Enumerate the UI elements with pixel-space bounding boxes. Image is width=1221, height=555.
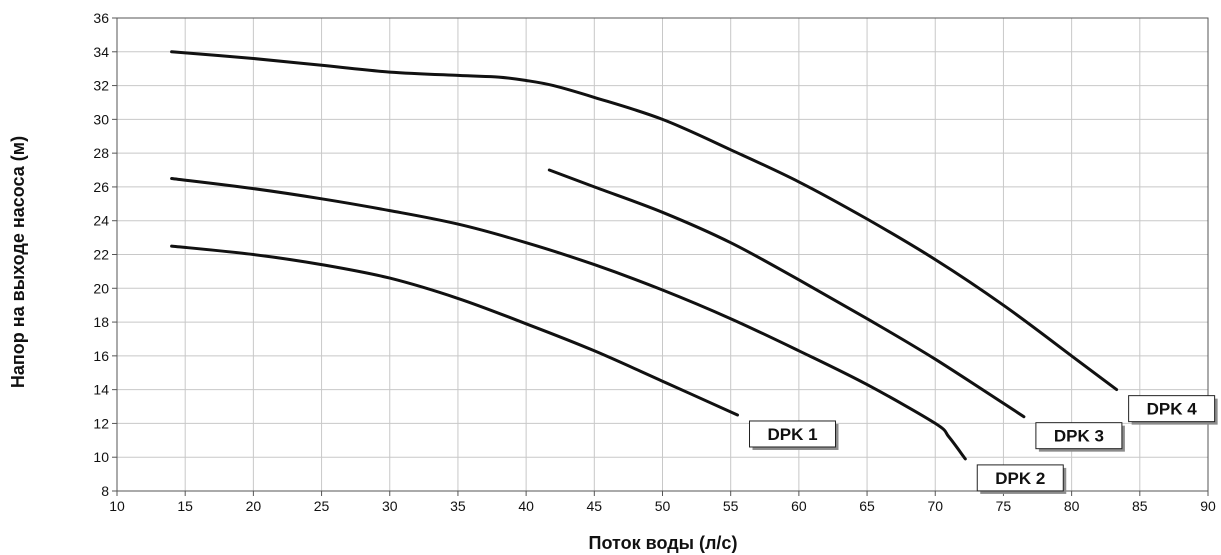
- y-tick-label: 16: [93, 348, 109, 364]
- y-tick-label: 32: [93, 78, 109, 94]
- label-box: [1035, 422, 1123, 450]
- label-box: [976, 464, 1064, 492]
- label-dpk-3: DPK 3: [1035, 422, 1125, 452]
- label-text: DPK 2: [995, 469, 1045, 488]
- curve-dpk-4: [170, 50, 1119, 392]
- grid: [116, 17, 1209, 492]
- x-tick-label: 45: [587, 498, 603, 514]
- x-axis-title: Поток воды (л/с): [589, 533, 738, 553]
- y-tick-label: 28: [93, 145, 109, 161]
- x-tick-label: 30: [382, 498, 398, 514]
- x-tick-label: 50: [655, 498, 671, 514]
- x-tick-label: 55: [723, 498, 739, 514]
- x-axis-ticks: 10 15 20 25 30 35 40 45 50 55 60 65 70 75 80 85 90: [109, 491, 1216, 514]
- y-tick-label: 22: [93, 247, 109, 263]
- x-tick-label: 70: [927, 498, 943, 514]
- x-tick-label: 25: [314, 498, 330, 514]
- x-tick-label: 65: [859, 498, 875, 514]
- y-tick-label: 34: [93, 44, 109, 60]
- x-tick-label: 90: [1200, 498, 1216, 514]
- curve-dpk-2: [170, 177, 967, 461]
- label-text: DPK 3: [1054, 427, 1104, 446]
- y-tick-label: 18: [93, 314, 109, 330]
- y-tick-label: 10: [93, 449, 109, 465]
- x-tick-label: 85: [1132, 498, 1148, 514]
- label-dpk-2: DPK 2: [976, 464, 1067, 494]
- y-tick-label: 8: [101, 483, 109, 499]
- y-axis-ticks: 8 10 12 14 16 18 20 22 24 26 28 30 32 34 36: [93, 10, 117, 499]
- x-tick-label: 35: [450, 498, 466, 514]
- y-tick-label: 20: [93, 280, 109, 296]
- x-tick-label: 20: [246, 498, 262, 514]
- y-tick-label: 24: [93, 213, 109, 229]
- y-tick-label: 26: [93, 179, 109, 195]
- label-box: [1128, 395, 1216, 423]
- label-text: DPK 4: [1147, 400, 1198, 419]
- x-tick-label: 75: [996, 498, 1012, 514]
- y-tick-label: 36: [93, 10, 109, 26]
- y-tick-label: 14: [93, 382, 109, 398]
- curves: [170, 50, 1119, 461]
- x-tick-label: 80: [1064, 498, 1080, 514]
- curve-dpk-1: [170, 244, 739, 417]
- x-tick-label: 60: [791, 498, 807, 514]
- curve-dpk-3: [547, 168, 1026, 419]
- curve-labels: DPK 1 DPK 2 DPK 3 DPK 4: [749, 395, 1218, 494]
- label-dpk-1: DPK 1: [749, 420, 839, 450]
- x-tick-label: 10: [109, 498, 125, 514]
- y-axis-title: Напор на выходе насоса (м): [8, 136, 28, 388]
- x-tick-label: 40: [518, 498, 534, 514]
- y-tick-label: 12: [93, 415, 109, 431]
- y-tick-label: 30: [93, 111, 109, 127]
- label-text: DPK 1: [767, 425, 817, 444]
- label-dpk-4: DPK 4: [1128, 395, 1218, 425]
- x-tick-label: 15: [177, 498, 193, 514]
- label-box: [749, 420, 837, 448]
